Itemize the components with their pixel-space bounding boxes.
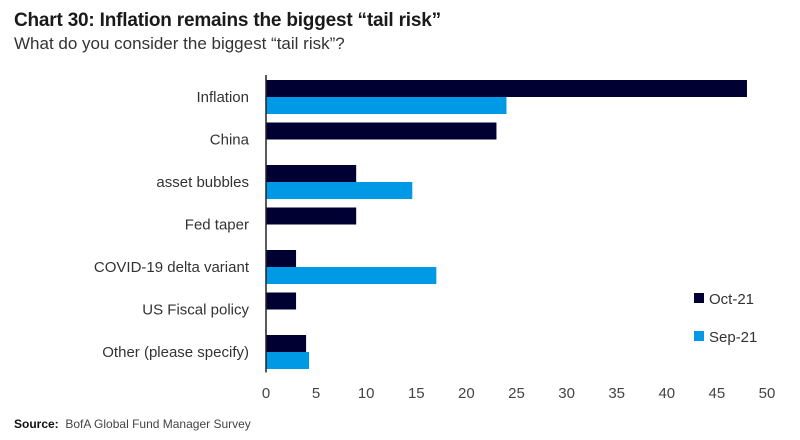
- category-label: Inflation: [196, 89, 249, 106]
- legend-swatch-oct-21: [694, 293, 704, 303]
- x-tick-label: 10: [358, 385, 375, 402]
- x-tick-label: 40: [658, 385, 675, 402]
- legend-label: Sep-21: [709, 329, 757, 346]
- source-text: BofA Global Fund Manager Survey: [65, 417, 251, 431]
- bar-oct-21: [266, 250, 297, 267]
- bar-sep-21: [266, 267, 437, 284]
- category-label: China: [210, 132, 250, 149]
- bar-oct-21: [266, 335, 307, 352]
- x-tick-label: 25: [508, 385, 525, 402]
- x-tick-label: 15: [408, 385, 425, 402]
- bar-oct-21: [266, 207, 357, 225]
- bar-oct-21: [266, 80, 747, 97]
- category-label: US Fiscal policy: [142, 302, 249, 319]
- source-note: Source: BofA Global Fund Manager Survey: [14, 417, 251, 431]
- legend-label: Oct-21: [709, 291, 754, 308]
- chart-subtitle: What do you consider the biggest “tail r…: [14, 34, 345, 53]
- x-tick-label: 5: [312, 385, 320, 402]
- x-tick-label: 45: [709, 385, 726, 402]
- x-tick-label: 20: [458, 385, 475, 402]
- x-tick-label: 35: [608, 385, 625, 402]
- legend-swatch-sep-21: [694, 331, 704, 341]
- chart-title: Chart 30: Inflation remains the biggest …: [14, 10, 441, 31]
- bar-sep-21: [266, 352, 310, 369]
- category-label: Fed taper: [185, 217, 249, 234]
- category-label: Other (please specify): [102, 344, 249, 361]
- x-tick-label: 0: [262, 385, 270, 402]
- category-label: COVID-19 delta variant: [94, 259, 250, 276]
- bar-sep-21: [266, 97, 507, 114]
- bar-oct-21: [266, 165, 357, 182]
- bar-oct-21: [266, 292, 297, 310]
- bar-sep-21: [266, 182, 413, 199]
- bar-oct-21: [266, 122, 497, 140]
- x-tick-label: 30: [558, 385, 575, 402]
- source-label: Source:: [14, 417, 59, 431]
- x-tick-label: 50: [759, 385, 776, 402]
- category-label: asset bubbles: [156, 174, 249, 191]
